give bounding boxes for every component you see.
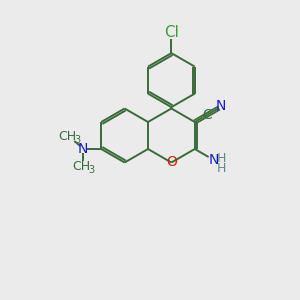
Text: N: N [78, 142, 88, 156]
Text: N: N [208, 153, 219, 167]
Text: 3: 3 [74, 135, 80, 145]
Text: 3: 3 [88, 165, 94, 175]
Text: CH: CH [72, 160, 90, 172]
Text: H: H [217, 152, 226, 164]
Text: H: H [217, 161, 226, 175]
Text: CH: CH [58, 130, 76, 142]
Text: N: N [216, 99, 226, 113]
Text: C: C [202, 108, 212, 122]
Text: Cl: Cl [164, 25, 179, 40]
Text: O: O [166, 155, 177, 170]
